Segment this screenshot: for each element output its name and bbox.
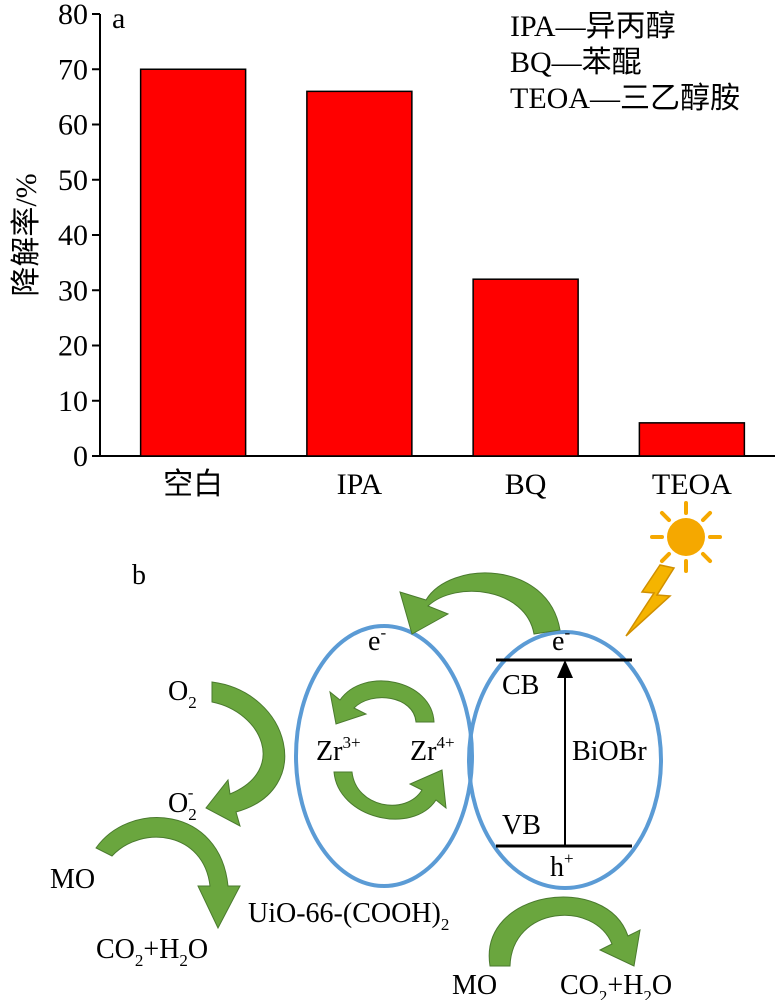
- x-tick-label-3: TEOA: [652, 468, 732, 501]
- bar-1: [306, 90, 413, 457]
- sun-ray: [700, 551, 713, 564]
- vb-hole-label: h+: [550, 849, 574, 883]
- zr3-label: Zr3+: [316, 733, 361, 767]
- legend-item-ipa: IPA—异丙醇: [510, 10, 676, 43]
- mo-degradation-left-arrow: [95, 817, 241, 930]
- x-tick-label-0: 空白: [163, 468, 223, 501]
- co2-h2o-left-label: CO2+H2O: [96, 934, 208, 970]
- sun-icon: [650, 501, 722, 573]
- electron-transfer-arrow: [399, 572, 561, 635]
- o2-label: O2: [168, 676, 197, 712]
- bar-3: [638, 422, 746, 457]
- x-tick-label-2: BQ: [505, 468, 547, 501]
- cb-label: CB: [502, 670, 539, 701]
- y-axis-label: 降解率/%: [10, 173, 43, 296]
- y-tick-label: 60: [58, 109, 88, 142]
- mechanism-diagram: b e- Zr3+ Zr4+ UiO-66-(COOH)2 e-: [50, 501, 722, 1000]
- panel-b-label: b: [132, 560, 146, 591]
- x-tick-labels: 空白 IPA BQ TEOA: [163, 468, 732, 501]
- bars: [139, 68, 746, 457]
- sun-ray: [659, 510, 672, 523]
- y-tick-label: 80: [58, 0, 88, 31]
- uio-name-label: UiO-66-(COOH)2: [248, 898, 449, 934]
- lightning-bolt-icon: [625, 564, 676, 637]
- biobr-label: BiOBr: [572, 736, 647, 767]
- y-tick-label: 0: [73, 440, 88, 473]
- y-tick-label: 70: [58, 53, 88, 86]
- x-tick-label-1: IPA: [337, 468, 383, 501]
- co2-h2o-right-label: CO2+H2O: [560, 970, 672, 1000]
- mo-left-label: MO: [50, 864, 95, 895]
- y-tick-label: 10: [58, 385, 88, 418]
- superoxide-label: O2-: [168, 783, 197, 824]
- vb-label: VB: [502, 810, 541, 841]
- y-tick-label: 30: [58, 274, 88, 307]
- oxygen-reduction-arrow: [205, 681, 286, 827]
- bar-0: [139, 68, 247, 457]
- sun-ray: [659, 551, 672, 564]
- mo-degradation-right-arrow: [488, 896, 641, 967]
- legend-item-teoa: TEOA—三乙醇胺: [510, 82, 740, 115]
- panel-a-label: a: [112, 2, 125, 35]
- cb-electron-label: e-: [552, 623, 570, 657]
- sun-ray: [700, 510, 713, 523]
- y-tick-label: 50: [58, 164, 88, 197]
- bar-2: [472, 278, 579, 457]
- zr-cycle-bottom-arrow: [333, 769, 447, 820]
- zr-cycle-top-arrow: [329, 680, 435, 725]
- y-ticks: 0 10 20 30 40 50 60 70 80: [58, 0, 100, 473]
- legend: IPA—异丙醇 BQ—苯醌 TEOA—三乙醇胺: [510, 10, 740, 115]
- uio-electron-label: e-: [368, 623, 386, 657]
- biobr-ellipse: [467, 630, 663, 890]
- bar-chart: a 0 10 20 30 40 50 60 70 80 降解率/% 空白 IPA BQ TEOA IP…: [10, 0, 775, 501]
- y-tick-label: 40: [58, 219, 88, 252]
- y-tick-label: 20: [58, 330, 88, 363]
- uio-ellipse: [294, 624, 474, 888]
- mo-right-label: MO: [452, 970, 497, 1000]
- legend-item-bq: BQ—苯醌: [510, 46, 642, 79]
- zr4-label: Zr4+: [410, 733, 455, 767]
- y-axis: 0 10 20 30 40 50 60 70 80: [58, 0, 101, 473]
